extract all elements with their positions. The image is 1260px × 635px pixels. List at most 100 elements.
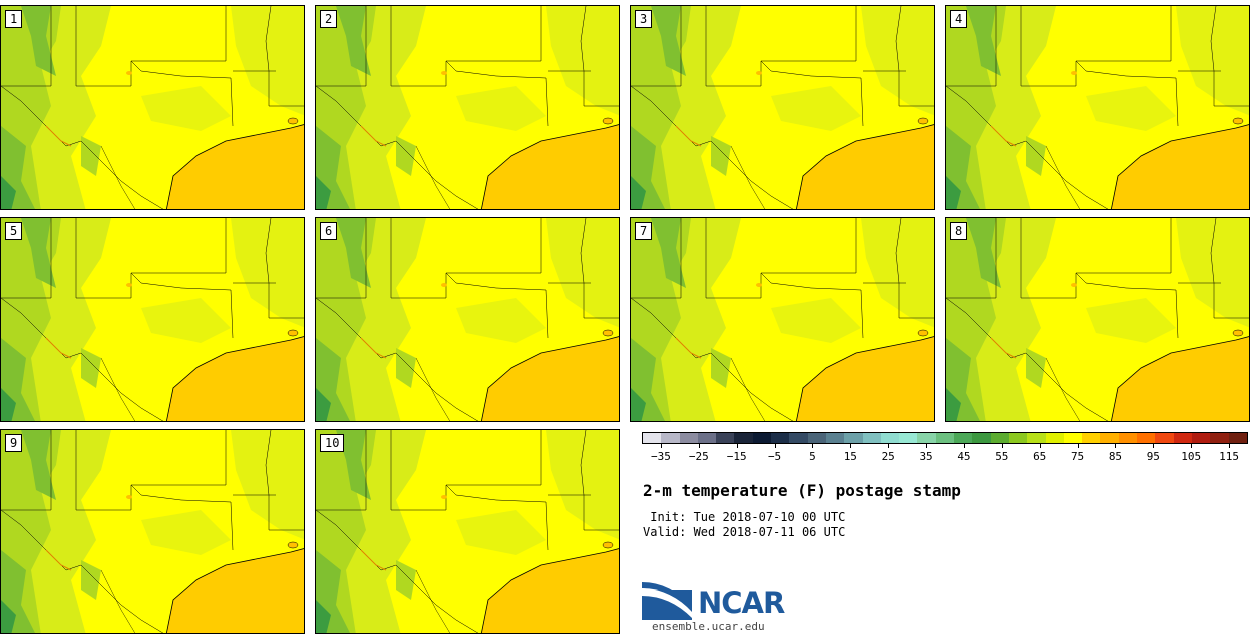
colorbar	[642, 432, 1248, 444]
map-panel: 2	[315, 5, 620, 210]
colorbar-cell	[1008, 433, 1028, 443]
colorbar-cell	[697, 433, 717, 443]
colorbar-cell	[1173, 433, 1192, 443]
map-panel: 6	[315, 217, 620, 422]
colorbar-tick-label: 15	[843, 450, 857, 463]
colorbar-cell	[643, 433, 662, 443]
panel-number: 1	[5, 10, 23, 28]
colorbar-tick	[963, 444, 965, 448]
colorbar-labels: −35 −25 −15 −5 5 15 25 35 45 55 65 75 85 95 105 115	[642, 450, 1248, 464]
temperature-map	[946, 218, 1249, 421]
colorbar-cell	[1210, 433, 1229, 443]
colorbar-cell	[990, 433, 1009, 443]
colorbar-tick	[660, 444, 662, 448]
colorbar-tick	[1191, 444, 1193, 448]
colorbar-tick-label: 45	[957, 450, 971, 463]
colorbar-tick	[850, 444, 852, 448]
colorbar-tick	[1001, 444, 1003, 448]
colorbar-cell	[1228, 433, 1247, 443]
colorbar-cell	[825, 433, 845, 443]
colorbar-cell	[771, 433, 790, 443]
temperature-map	[1, 430, 304, 633]
colorbar-cell	[917, 433, 936, 443]
ncar-logo-icon	[642, 582, 692, 620]
colorbar-tick	[774, 444, 776, 448]
logo-url: ensemble.ucar.edu	[652, 620, 765, 633]
temperature-map	[316, 430, 619, 633]
colorbar-tick-label: 35	[919, 450, 933, 463]
temperature-map	[1, 218, 304, 421]
panel-number: 9	[5, 434, 23, 452]
colorbar-tick-label: 105	[1181, 450, 1202, 463]
colorbar-ticks	[642, 444, 1248, 448]
colorbar-cell	[752, 433, 772, 443]
colorbar-cell	[734, 433, 753, 443]
colorbar-tick	[1077, 444, 1079, 448]
colorbar-cell	[679, 433, 698, 443]
panel-number: 5	[5, 222, 23, 240]
map-panel: 9	[0, 429, 305, 634]
colorbar-cell	[1082, 433, 1101, 443]
colorbar-cell	[1063, 433, 1083, 443]
colorbar-tick	[1153, 444, 1155, 448]
map-panel: 3	[630, 5, 935, 210]
colorbar-tick-label: −35	[651, 450, 671, 463]
colorbar-tick-label: 75	[1070, 450, 1085, 463]
temperature-map	[316, 6, 619, 209]
colorbar-cell	[862, 433, 881, 443]
colorbar-cell	[899, 433, 918, 443]
panel-number: 7	[635, 222, 653, 240]
map-panel: 7	[630, 217, 935, 422]
colorbar-tick	[1229, 444, 1231, 448]
colorbar-cell	[789, 433, 808, 443]
colorbar-tick-label: 65	[1033, 450, 1047, 463]
map-panel: 4	[945, 5, 1250, 210]
map-panel: 10	[315, 429, 620, 634]
colorbar-tick	[736, 444, 738, 448]
colorbar-tick-label: 95	[1146, 450, 1160, 463]
temperature-map	[631, 6, 934, 209]
colorbar-tick-label: 85	[1108, 450, 1123, 463]
panel-number: 4	[950, 10, 968, 28]
colorbar-cell	[1155, 433, 1174, 443]
colorbar-cell	[1137, 433, 1156, 443]
colorbar-tick	[812, 444, 814, 448]
panel-number: 3	[635, 10, 653, 28]
colorbar-cell	[844, 433, 863, 443]
logo-text: NCAR	[698, 586, 785, 620]
map-panel: 5	[0, 217, 305, 422]
colorbar-cell	[972, 433, 991, 443]
colorbar-tick-label: −5	[767, 450, 782, 463]
colorbar-tick-label: 115	[1219, 450, 1239, 463]
panel-number: 2	[320, 10, 338, 28]
temperature-map	[631, 218, 934, 421]
panel-number: 8	[950, 222, 968, 240]
colorbar-tick-label: −25	[688, 450, 709, 463]
colorbar-tick	[888, 444, 890, 448]
colorbar-tick-label: 55	[995, 450, 1009, 463]
map-panel: 1	[0, 5, 305, 210]
colorbar-tick-label: 25	[881, 450, 895, 463]
map-panel: 8	[945, 217, 1250, 422]
colorbar-cell	[1191, 433, 1211, 443]
colorbar-cell	[954, 433, 973, 443]
colorbar-tick-label: 5	[809, 450, 816, 463]
colorbar-tick	[1115, 444, 1117, 448]
init-time: Init: Tue 2018-07-10 00 UTC	[643, 510, 846, 524]
colorbar-cell	[1118, 433, 1138, 443]
colorbar-tick	[698, 444, 700, 448]
panel-number: 10	[320, 434, 345, 452]
colorbar-cell	[807, 433, 826, 443]
valid-time: Valid: Wed 2018-07-11 06 UTC	[643, 525, 846, 539]
temperature-map	[1, 6, 304, 209]
colorbar-tick-label: −15	[726, 450, 747, 463]
chart-title: 2-m temperature (F) postage stamp	[643, 481, 961, 500]
colorbar-cell	[880, 433, 900, 443]
colorbar-tick	[926, 444, 928, 448]
temperature-map	[316, 218, 619, 421]
colorbar-cell	[661, 433, 680, 443]
temperature-map	[946, 6, 1249, 209]
panel-number: 6	[320, 222, 338, 240]
colorbar-cell	[1100, 433, 1119, 443]
colorbar-cell	[935, 433, 955, 443]
